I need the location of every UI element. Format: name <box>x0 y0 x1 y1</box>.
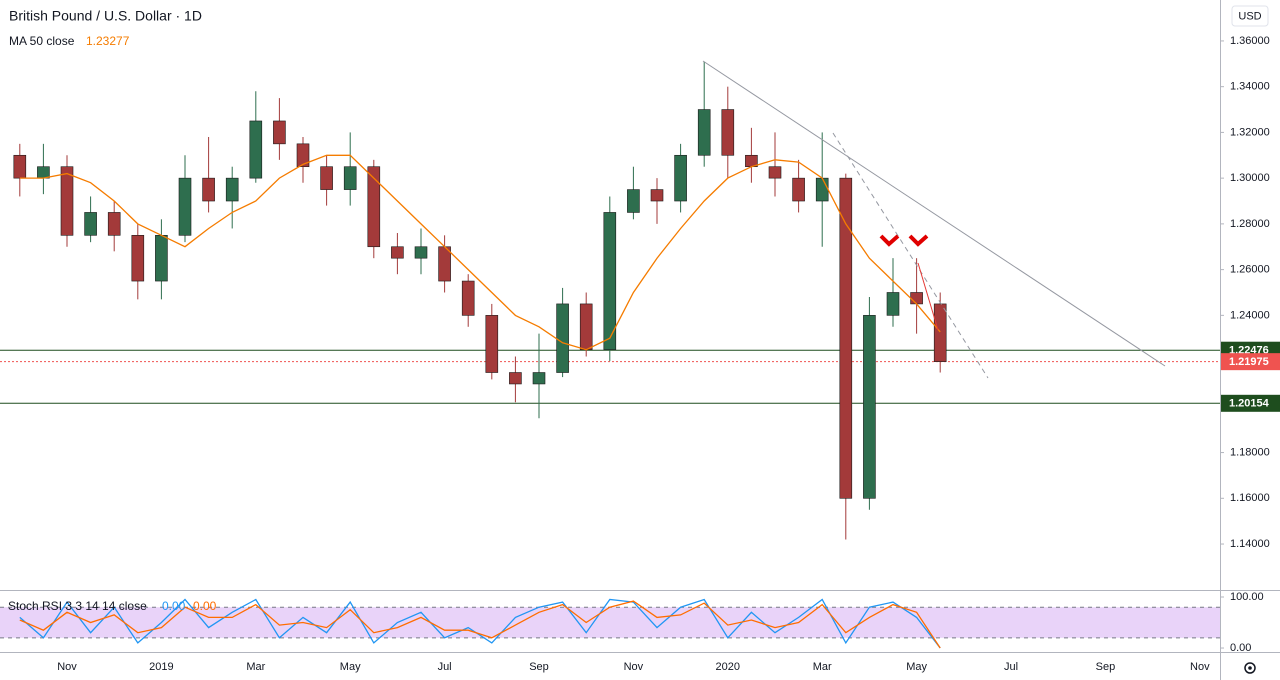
candle-body <box>792 177 805 202</box>
x-tick-label: Mar <box>246 661 265 673</box>
level-label: 1.20154 <box>1229 398 1270 410</box>
candle-body <box>579 303 593 350</box>
candle-body <box>721 109 735 156</box>
trend-line-red <box>917 262 939 331</box>
settings-gear[interactable] <box>1244 662 1256 674</box>
candle-body <box>438 246 451 282</box>
candle-body <box>107 212 121 236</box>
x-tick-label: 2020 <box>716 661 740 673</box>
candle-body <box>509 372 522 385</box>
candle-body <box>933 303 947 362</box>
candle-body <box>627 189 640 213</box>
indicator-k-value: 0.00 <box>162 599 186 613</box>
x-tick-label: Sep <box>529 661 549 673</box>
candle-body <box>343 166 357 190</box>
x-tick-label: Nov <box>57 661 77 673</box>
chart-title: British Pound / U.S. Dollar · 1D <box>9 8 202 24</box>
candle-body <box>60 166 74 236</box>
candle-body <box>249 120 263 179</box>
chevron-marker <box>908 234 929 247</box>
candle-body <box>461 280 475 316</box>
candle-body <box>910 292 923 305</box>
indicator-name: Stoch RSI 3 3 14 14 close <box>8 599 147 613</box>
candle-body <box>886 292 900 316</box>
plot-area: 1.140001.160001.180001.200001.220001.240… <box>0 35 1280 673</box>
x-tick-label: May <box>340 661 361 673</box>
indicator-d-value: 0.00 <box>193 599 217 613</box>
ma-last-value: 1.23277 <box>86 34 130 48</box>
candle-body <box>273 120 286 145</box>
y-tick-label: 1.18000 <box>1230 446 1270 458</box>
candle-body <box>414 246 428 259</box>
candle-body <box>131 235 145 282</box>
candle-body <box>155 235 168 282</box>
indicator-y-tick-label: 0.00 <box>1230 642 1251 654</box>
y-tick-label: 1.28000 <box>1230 218 1270 230</box>
y-tick-label: 1.36000 <box>1230 35 1270 47</box>
x-tick-label: Jul <box>438 661 452 673</box>
candle-body <box>485 315 499 373</box>
candle-body <box>839 177 853 499</box>
candle-body <box>13 154 27 179</box>
level-label-box <box>1221 394 1280 412</box>
candle-body <box>225 177 239 202</box>
candle-body <box>367 166 381 248</box>
y-tick-label: 1.30000 <box>1230 172 1270 184</box>
candle-body <box>178 177 192 236</box>
x-tick-label: Sep <box>1096 661 1116 673</box>
candle-body <box>37 166 50 179</box>
trend-line <box>702 60 1166 367</box>
y-tick-label: 1.26000 <box>1230 264 1270 276</box>
currency-label: USD <box>1238 10 1261 22</box>
candle-body <box>650 189 664 202</box>
candle-body <box>84 212 97 236</box>
indicator-y-tick-label: 100.00 <box>1230 591 1264 603</box>
currency-box[interactable] <box>1231 5 1269 27</box>
candle-body <box>863 315 876 499</box>
x-tick-label: Mar <box>813 661 832 673</box>
level-label: 1.21975 <box>1229 356 1269 368</box>
candle-body <box>202 177 215 202</box>
y-tick-label: 1.16000 <box>1230 492 1270 504</box>
indicator-band <box>0 607 1220 638</box>
indicator-line <box>19 600 941 649</box>
candle-body <box>697 109 711 156</box>
candle-body <box>532 372 546 385</box>
trend-line-dashed <box>832 132 989 379</box>
y-tick-label: 1.24000 <box>1230 309 1270 321</box>
candle-body <box>768 166 782 179</box>
candle-body <box>603 212 617 350</box>
candle-body <box>556 303 569 373</box>
x-tick-label: Nov <box>624 661 644 673</box>
ma-name: MA 50 close <box>9 34 75 48</box>
candle-body <box>815 177 829 202</box>
x-tick-label: 2019 <box>149 661 173 673</box>
candle-body <box>674 154 687 202</box>
level-label-box <box>1221 353 1280 371</box>
y-tick-label: 1.32000 <box>1230 126 1270 138</box>
candle-body <box>391 246 404 259</box>
y-tick-label: 1.14000 <box>1230 538 1270 550</box>
candle-body <box>296 143 310 168</box>
settings-icon[interactable] <box>1244 662 1256 674</box>
y-tick-label: 1.34000 <box>1230 81 1270 93</box>
settings-gear-center[interactable] <box>1248 666 1252 670</box>
chevron-marker <box>879 234 900 247</box>
x-tick-label: Jul <box>1004 661 1018 673</box>
moving-average-line <box>19 154 941 351</box>
x-tick-label: May <box>906 661 927 673</box>
x-tick-label: Nov <box>1190 661 1210 673</box>
candle-body <box>320 166 333 190</box>
